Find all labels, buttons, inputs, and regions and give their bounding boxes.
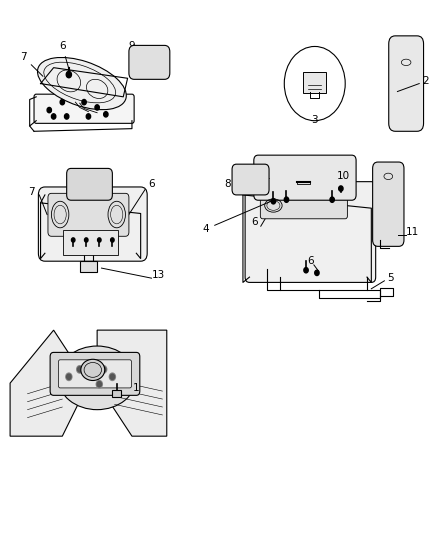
Circle shape	[71, 238, 75, 242]
FancyBboxPatch shape	[245, 182, 376, 282]
Text: 1: 1	[133, 383, 140, 393]
FancyBboxPatch shape	[34, 94, 134, 123]
Circle shape	[101, 366, 107, 373]
Circle shape	[104, 112, 108, 117]
FancyBboxPatch shape	[63, 230, 118, 255]
Text: 6: 6	[307, 256, 314, 266]
Circle shape	[339, 186, 343, 191]
Text: 6: 6	[59, 41, 69, 69]
Text: 6: 6	[251, 217, 258, 227]
Circle shape	[284, 197, 289, 203]
Circle shape	[304, 268, 308, 273]
Text: 1: 1	[264, 171, 270, 181]
FancyBboxPatch shape	[58, 360, 131, 388]
Ellipse shape	[38, 58, 126, 110]
FancyBboxPatch shape	[80, 261, 97, 272]
Text: 5: 5	[388, 273, 394, 283]
Text: 12: 12	[86, 182, 99, 192]
Text: 8: 8	[224, 179, 244, 189]
Circle shape	[78, 367, 82, 372]
Circle shape	[51, 114, 56, 119]
Circle shape	[90, 366, 96, 373]
Text: 11: 11	[406, 227, 419, 237]
Circle shape	[97, 382, 102, 387]
FancyBboxPatch shape	[389, 36, 424, 131]
Circle shape	[110, 373, 116, 381]
Circle shape	[66, 71, 71, 78]
Polygon shape	[97, 330, 167, 436]
Text: 10: 10	[336, 171, 350, 181]
Circle shape	[47, 108, 51, 113]
Circle shape	[111, 238, 114, 242]
FancyBboxPatch shape	[260, 187, 347, 219]
Circle shape	[85, 238, 88, 242]
Circle shape	[271, 199, 276, 204]
Circle shape	[64, 114, 69, 119]
FancyBboxPatch shape	[303, 72, 326, 93]
Circle shape	[96, 381, 102, 388]
Circle shape	[82, 100, 86, 105]
FancyBboxPatch shape	[113, 390, 121, 397]
Text: 7: 7	[20, 52, 43, 76]
Circle shape	[66, 373, 72, 381]
Circle shape	[77, 366, 83, 373]
Circle shape	[86, 114, 91, 119]
FancyBboxPatch shape	[129, 45, 170, 79]
Text: 4: 4	[203, 201, 271, 234]
Circle shape	[98, 238, 101, 242]
Circle shape	[110, 374, 115, 379]
Ellipse shape	[81, 359, 105, 381]
Circle shape	[95, 105, 99, 110]
FancyBboxPatch shape	[232, 164, 269, 195]
Circle shape	[284, 46, 345, 120]
Text: 2: 2	[422, 76, 429, 86]
Circle shape	[91, 367, 95, 372]
FancyBboxPatch shape	[50, 352, 140, 395]
FancyBboxPatch shape	[39, 187, 147, 261]
Text: 13: 13	[152, 270, 165, 280]
Circle shape	[315, 270, 319, 276]
Polygon shape	[10, 330, 88, 436]
Circle shape	[67, 374, 71, 379]
Circle shape	[60, 100, 64, 105]
FancyBboxPatch shape	[67, 168, 113, 200]
Text: 6: 6	[148, 179, 155, 189]
Circle shape	[330, 197, 334, 203]
Ellipse shape	[58, 346, 136, 410]
FancyBboxPatch shape	[373, 162, 404, 246]
FancyBboxPatch shape	[48, 193, 129, 236]
Circle shape	[102, 367, 106, 372]
Text: 7: 7	[28, 187, 35, 197]
Text: 9: 9	[129, 41, 140, 65]
Text: 3: 3	[311, 115, 318, 125]
FancyBboxPatch shape	[254, 155, 356, 200]
